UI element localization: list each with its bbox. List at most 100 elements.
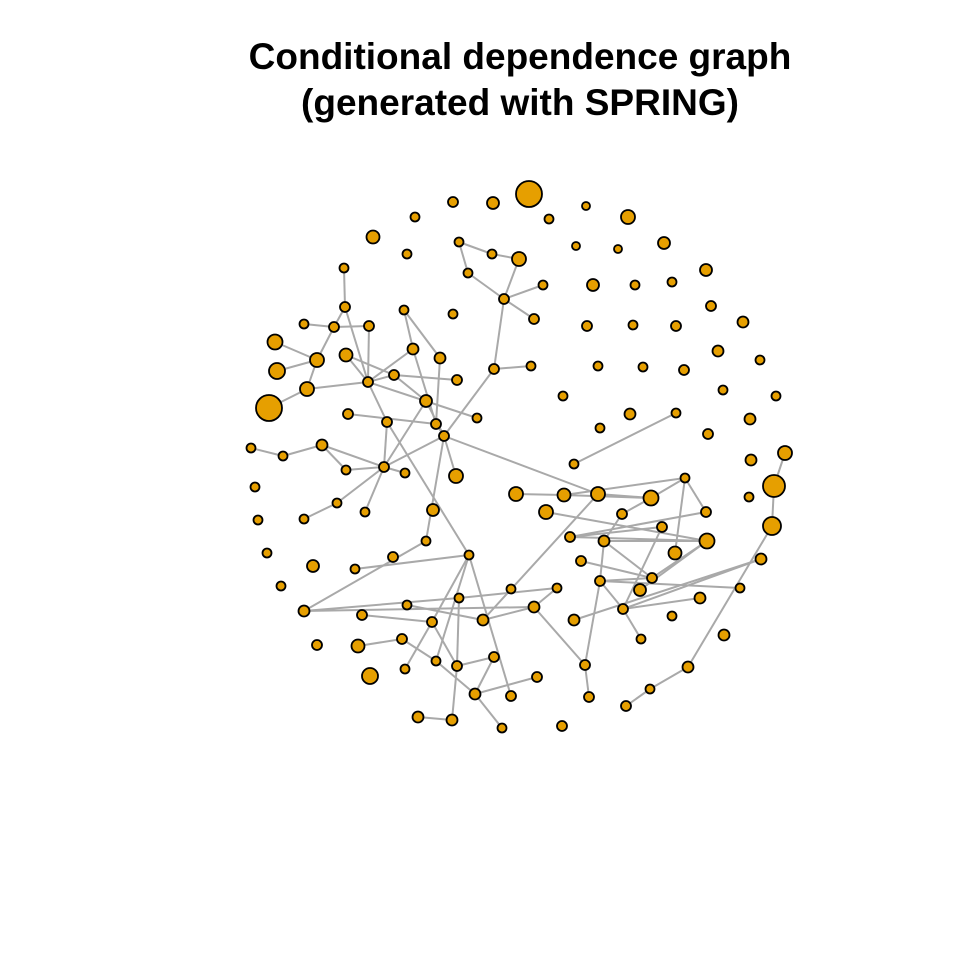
graph-edge bbox=[367, 325, 370, 383]
graph-edge bbox=[383, 421, 388, 468]
graph-edge bbox=[503, 298, 535, 320]
graph-edge bbox=[603, 540, 653, 579]
graph-node bbox=[527, 600, 541, 614]
graph-node bbox=[537, 279, 549, 291]
graph-title: Conditional dependence graph (generated … bbox=[160, 34, 880, 126]
graph-edge bbox=[580, 560, 653, 579]
graph-node bbox=[297, 604, 311, 618]
graph-node bbox=[378, 461, 390, 473]
graph-edge bbox=[687, 525, 773, 668]
graph-node bbox=[711, 344, 725, 358]
graph-edge bbox=[573, 412, 677, 465]
graph-edge bbox=[533, 606, 586, 666]
graph-node bbox=[453, 592, 465, 604]
graph-node bbox=[359, 506, 371, 518]
graph-node bbox=[463, 549, 475, 561]
graph-node bbox=[486, 248, 498, 260]
graph-node bbox=[365, 229, 381, 245]
graph-node bbox=[306, 559, 320, 573]
graph-edge bbox=[482, 493, 599, 621]
graph-edge bbox=[474, 676, 538, 695]
graph-edge bbox=[569, 536, 708, 542]
graph-node bbox=[342, 408, 354, 420]
graph-node bbox=[471, 412, 483, 424]
graph-edge bbox=[573, 558, 762, 621]
graph-node bbox=[754, 354, 766, 366]
graph-node bbox=[637, 361, 649, 373]
graph-node bbox=[623, 407, 637, 421]
graph-node bbox=[590, 486, 606, 502]
graph-node bbox=[679, 472, 691, 484]
graph-node bbox=[406, 342, 420, 356]
graph-edge bbox=[649, 666, 689, 690]
graph-edge bbox=[435, 357, 441, 425]
graph-node bbox=[538, 504, 554, 520]
graph-node bbox=[646, 572, 658, 584]
graph-node bbox=[261, 547, 273, 559]
graph-node bbox=[338, 262, 350, 274]
graph-edge bbox=[622, 597, 701, 610]
graph-node bbox=[717, 628, 731, 642]
graph-edge bbox=[336, 466, 385, 504]
graph-node bbox=[448, 468, 464, 484]
graph-node bbox=[717, 384, 729, 396]
graph-node bbox=[770, 390, 782, 402]
graph-node bbox=[496, 722, 508, 734]
graph-node bbox=[245, 442, 257, 454]
graph-node bbox=[699, 263, 713, 277]
graph-node bbox=[617, 603, 629, 615]
graph-edge bbox=[364, 466, 385, 513]
graph-edge bbox=[401, 638, 437, 662]
graph-edge bbox=[456, 597, 460, 667]
graph-edge bbox=[474, 693, 503, 729]
graph-node bbox=[451, 660, 463, 672]
graph-node bbox=[339, 301, 351, 313]
graph-edge bbox=[563, 477, 686, 496]
graph-node bbox=[356, 609, 368, 621]
graph-edge bbox=[584, 580, 601, 666]
graph-edge bbox=[425, 435, 445, 542]
graph-node bbox=[268, 362, 286, 380]
graph-node bbox=[581, 201, 591, 211]
graph-node bbox=[656, 521, 668, 533]
graph-node bbox=[754, 552, 768, 566]
graph-edge bbox=[493, 298, 505, 370]
graph-node bbox=[486, 196, 500, 210]
graph-edge bbox=[674, 477, 686, 554]
graph-edge bbox=[451, 665, 458, 721]
graph-edge bbox=[403, 309, 414, 350]
graph-node bbox=[642, 489, 660, 507]
graph-node bbox=[581, 320, 593, 332]
graph-edge bbox=[515, 493, 565, 496]
graph-node bbox=[666, 276, 678, 288]
graph-edge bbox=[250, 447, 284, 457]
graph-edge bbox=[443, 435, 599, 495]
graph-node bbox=[476, 613, 490, 627]
graph-node bbox=[586, 278, 600, 292]
graph-node bbox=[361, 667, 379, 685]
graph-node bbox=[556, 487, 572, 503]
graph-node bbox=[488, 651, 500, 663]
graph-edge bbox=[569, 511, 707, 538]
graph-node bbox=[277, 450, 289, 462]
graph-edge bbox=[345, 354, 395, 376]
graph-node bbox=[644, 683, 656, 695]
graph-node bbox=[633, 583, 647, 597]
graph-node bbox=[557, 390, 569, 402]
graph-edge bbox=[503, 284, 544, 300]
graph-node bbox=[613, 244, 623, 254]
graph-node bbox=[266, 333, 284, 351]
graph-node bbox=[594, 575, 606, 587]
graph-node bbox=[411, 710, 425, 724]
graph-node bbox=[564, 531, 576, 543]
graph-node bbox=[447, 196, 459, 208]
graph-edge bbox=[467, 272, 505, 300]
graph-edge bbox=[383, 435, 445, 468]
graph-node bbox=[568, 458, 580, 470]
graph-node bbox=[363, 320, 375, 332]
graph-edge bbox=[468, 554, 512, 697]
graph-edge bbox=[599, 540, 605, 582]
graph-edge bbox=[474, 656, 495, 695]
graph-edge bbox=[545, 511, 708, 542]
graph-node bbox=[629, 279, 641, 291]
